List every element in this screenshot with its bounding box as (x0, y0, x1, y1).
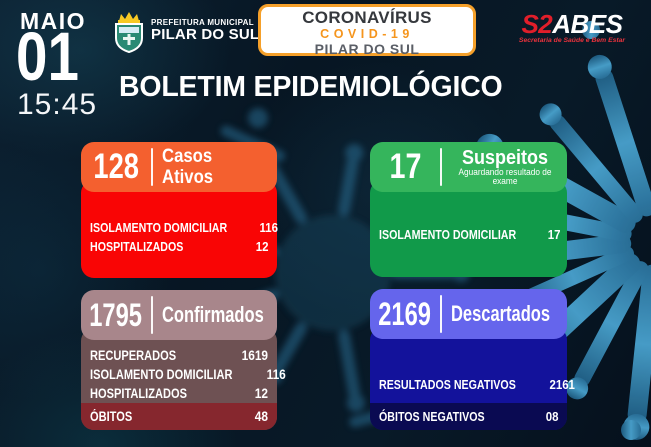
row-label: ISOLAMENTO DOMICILIAR (90, 220, 228, 235)
stat-value: 1795 (89, 296, 143, 333)
row-value: 1619 (241, 348, 268, 363)
stat-label: Casos (162, 146, 213, 167)
prefeitura-logo: PREFEITURA MUNICIPAL PILAR DO SUL (111, 11, 259, 55)
stat-row: HOSPITALIZADOS 12 (81, 384, 277, 403)
stat-value: 2169 (378, 295, 432, 332)
divider (440, 148, 442, 186)
divider (151, 148, 153, 186)
banner-title: CORONAVÍRUS (302, 8, 432, 27)
page-title: BOLETIM EPIDEMIOLÓGICO (119, 71, 503, 103)
sabes-brand: S2ABES (498, 11, 646, 37)
sabes-brand-white: ABES (552, 9, 623, 39)
divider (440, 295, 442, 333)
card-body: RESULTADOS NEGATIVOS 2161 ÓBITOS NEGATIV… (370, 327, 575, 430)
row-value: 116 (259, 220, 279, 235)
card-body: ISOLAMENTO DOMICILIAR 17 (370, 180, 567, 277)
coronavirus-banner: CORONAVÍRUS COVID-19 PILAR DO SUL (258, 4, 476, 57)
sabes-logo: S2ABES Secretaria de Saúde e Bem Estar (498, 11, 646, 45)
prefeitura-line1: PREFEITURA MUNICIPAL (151, 18, 254, 27)
card-confirmados: 1795 Confirmados RECUPERADOS 1619 ISOLAM… (81, 290, 286, 430)
stat-label: Suspeitos (461, 146, 549, 169)
stat-value: 17 (389, 147, 421, 186)
row-label: ISOLAMENTO DOMICILIAR (90, 367, 233, 382)
row-label: HOSPITALIZADOS (90, 386, 187, 401)
row-label: HOSPITALIZADOS (90, 239, 184, 254)
sabes-tagline: Secretaria de Saúde e Bem Estar (518, 37, 626, 44)
stat-row: ISOLAMENTO DOMICILIAR 116 (81, 365, 286, 384)
divider (151, 296, 153, 334)
stat-sublabel: Aguardando resultado de exame (458, 166, 552, 186)
card-header: 1795 Confirmados (81, 290, 277, 340)
stat-row: RESULTADOS NEGATIVOS 2161 (370, 375, 575, 394)
date-time: 15:45 (17, 88, 98, 121)
row-label: ISOLAMENTO DOMICILIAR (379, 227, 517, 242)
row-label: RECUPERADOS (90, 348, 177, 363)
row-value: 116 (266, 367, 286, 382)
banner-subtitle: COVID-19 (320, 27, 414, 41)
row-value: 17 (548, 227, 561, 242)
stat-row: ISOLAMENTO DOMICILIAR 17 (370, 225, 567, 244)
card-header: 2169 Descartados (370, 289, 567, 339)
city-crest-icon (115, 12, 143, 54)
row-value: 12 (254, 386, 268, 401)
card-body: ISOLAMENTO DOMICILIAR 116 HOSPITALIZADOS… (81, 180, 279, 278)
stat-label: Confirmados (162, 302, 264, 327)
card-descartados: 2169 Descartados RESULTADOS NEGATIVOS 21… (370, 289, 575, 430)
row-value: 08 (545, 409, 558, 424)
stat-row: ISOLAMENTO DOMICILIAR 116 (81, 218, 279, 237)
card-header: 17 Suspeitos Aguardando resultado de exa… (370, 142, 567, 192)
row-value: 2161 (549, 377, 575, 392)
stat-value: 128 (93, 147, 139, 186)
row-value: 12 (255, 239, 268, 254)
stat-label: Descartados (451, 301, 551, 326)
date-month: MAIO (20, 8, 87, 34)
stat-row-deaths: ÓBITOS NEGATIVOS 08 (370, 403, 567, 430)
card-header: 128 Casos Ativos (81, 142, 277, 192)
prefeitura-line2: PILAR DO SUL (151, 26, 260, 43)
stat-row-deaths: ÓBITOS 48 (81, 403, 277, 430)
row-label: ÓBITOS (90, 409, 133, 424)
card-suspeitos: 17 Suspeitos Aguardando resultado de exa… (370, 142, 567, 277)
card-body: RECUPERADOS 1619 ISOLAMENTO DOMICILIAR 1… (81, 328, 286, 430)
banner-city: PILAR DO SUL (314, 41, 420, 57)
row-value: 48 (254, 409, 268, 424)
sabes-brand-red: S2 (521, 9, 553, 39)
prefeitura-name: PREFEITURA MUNICIPAL PILAR DO SUL (151, 18, 259, 43)
stat-row: RECUPERADOS 1619 (81, 346, 277, 365)
row-label: RESULTADOS NEGATIVOS (379, 377, 516, 392)
card-casos-ativos: 128 Casos Ativos ISOLAMENTO DOMICILIAR 1… (81, 142, 279, 278)
row-label: ÓBITOS NEGATIVOS (379, 409, 485, 424)
stat-label: Ativos (162, 167, 214, 188)
stat-row: HOSPITALIZADOS 12 (81, 237, 277, 256)
date-day: 01 (16, 18, 79, 95)
